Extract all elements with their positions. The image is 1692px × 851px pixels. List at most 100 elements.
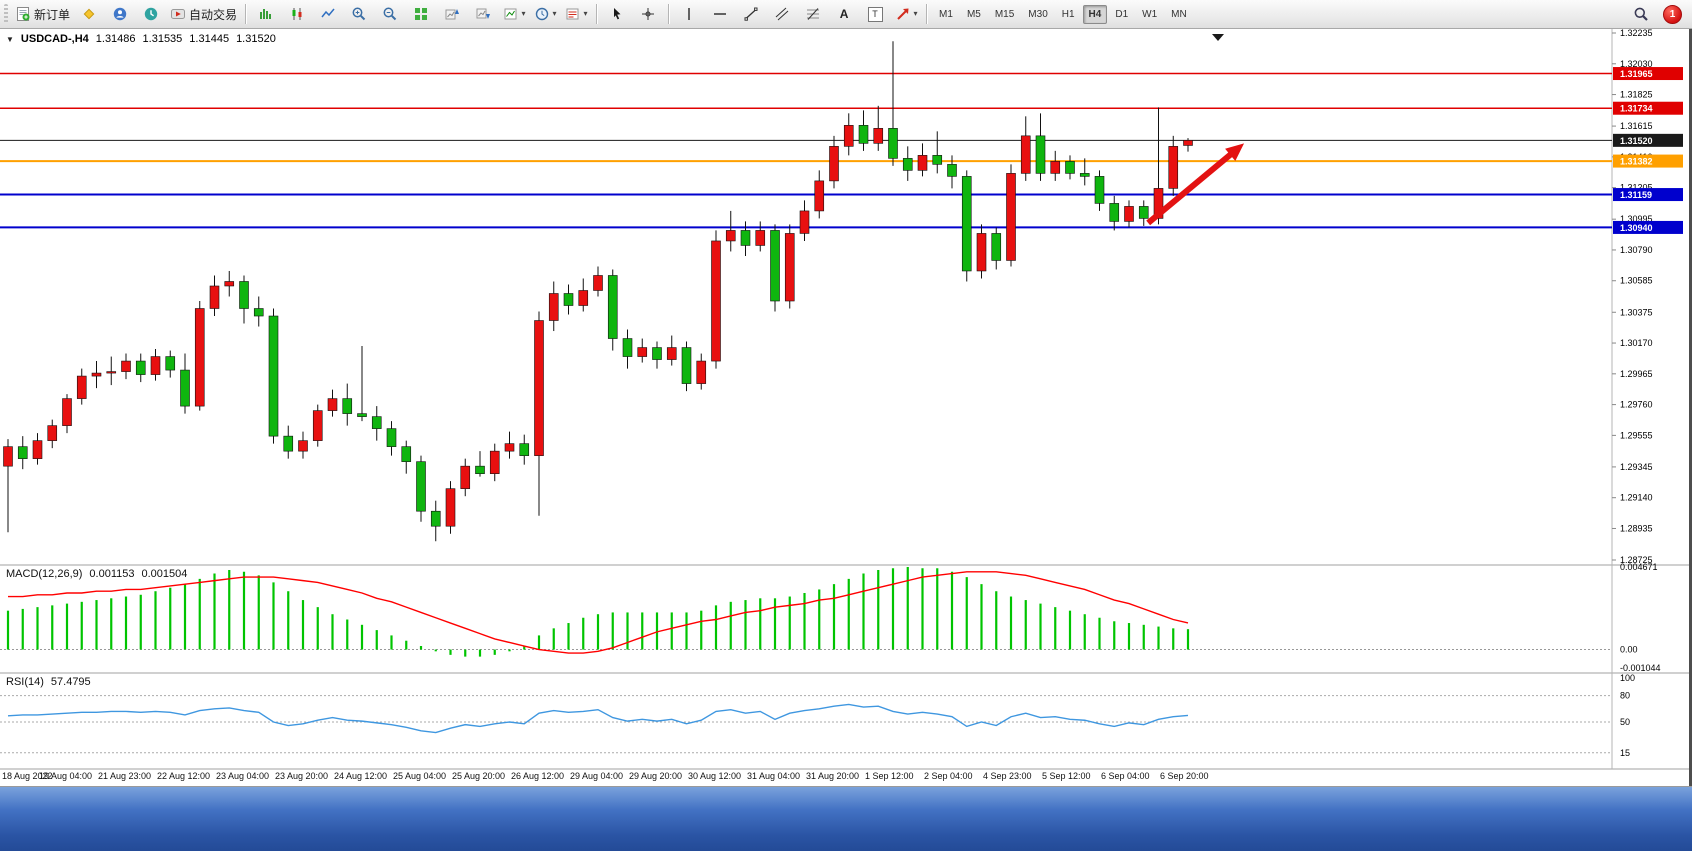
quote-low: 1.31445 — [189, 33, 230, 45]
timeframe-h4-button[interactable]: H4 — [1082, 4, 1108, 24]
metaeditor-button[interactable] — [74, 1, 104, 27]
time-axis-label: 6 Sep 20:00 — [1160, 771, 1209, 781]
svg-text:1.29555: 1.29555 — [1620, 430, 1653, 440]
dropdown-caret-icon: ▾ — [521, 9, 526, 18]
arrows-tool-dropdown-button[interactable]: ▾ — [891, 1, 921, 27]
cursor-button[interactable] — [602, 1, 632, 27]
svg-text:1.30170: 1.30170 — [1620, 338, 1653, 348]
time-axis-label: 18 Aug 2022 — [2, 771, 53, 781]
chart-shift-marker[interactable] — [1212, 34, 1224, 41]
auto-trading-button[interactable]: 自动交易 — [167, 1, 240, 27]
time-axis-label: 23 Aug 04:00 — [216, 771, 270, 781]
svg-text:0.00: 0.00 — [1620, 645, 1638, 655]
toolbar-grip[interactable] — [4, 4, 8, 24]
svg-text:1.30585: 1.30585 — [1620, 276, 1653, 286]
time-axis-label: 25 Aug 20:00 — [452, 771, 506, 781]
svg-text:-0.001044: -0.001044 — [1620, 663, 1661, 673]
svg-text:0.004671: 0.004671 — [1620, 562, 1658, 572]
svg-text:1.31159: 1.31159 — [1620, 190, 1652, 200]
zoom-out-button[interactable] — [375, 1, 405, 27]
channel-tool-button[interactable] — [767, 1, 797, 27]
candlestick-chart-button[interactable] — [282, 1, 312, 27]
template-icon — [566, 8, 579, 20]
chart-right-scrollbar[interactable] — [1689, 29, 1692, 786]
timeframe-d1-button[interactable]: D1 — [1115, 8, 1129, 20]
zoom-in-button[interactable] — [344, 1, 374, 27]
new-order-button[interactable]: 新订单 — [12, 1, 73, 27]
time-axis-label: 31 Aug 20:00 — [806, 771, 860, 781]
timeframe-m1-button[interactable]: M1 — [939, 8, 953, 20]
text-tool-icon: A — [839, 7, 849, 21]
channel-icon — [775, 7, 789, 21]
bar-chart-button[interactable] — [251, 1, 281, 27]
notification-count: 1 — [1669, 8, 1676, 20]
timeframe-m30-button[interactable]: M30 — [1028, 8, 1048, 20]
fibonacci-tool-button[interactable] — [798, 1, 828, 27]
symbol-dropdown-icon: ▼ — [6, 34, 14, 44]
bar-chart-icon — [260, 9, 271, 19]
strategy-tester-button[interactable] — [136, 1, 166, 27]
crosshair-button[interactable] — [633, 1, 663, 27]
yellow-diamond-icon — [83, 8, 95, 20]
text-tool-button[interactable]: A — [829, 1, 859, 27]
arrange-down-button[interactable] — [468, 1, 498, 27]
time-axis-label: 25 Aug 04:00 — [393, 771, 447, 781]
vertical-line-tool-button[interactable] — [674, 1, 704, 27]
macd-name: MACD(12,26,9) — [6, 568, 83, 580]
notification-badge[interactable]: 1 — [1663, 4, 1682, 24]
price-tag — [1613, 154, 1683, 168]
time-axis-label: 2 Sep 04:00 — [924, 771, 973, 781]
arrange-up-button[interactable] — [437, 1, 467, 27]
price-tag — [1613, 220, 1683, 234]
svg-text:1.30995: 1.30995 — [1620, 214, 1653, 224]
trend-arrow[interactable] — [1146, 143, 1245, 226]
dropdown-caret-icon: ▾ — [583, 9, 588, 18]
timeframe-h1-button[interactable]: H1 — [1061, 8, 1075, 20]
search-button[interactable] — [1626, 1, 1656, 27]
period-dropdown-button[interactable]: ▾ — [530, 1, 560, 27]
time-axis[interactable]: 18 Aug 2022 19 Aug 04:00 21 Aug 23:00 22 Au… — [0, 771, 1612, 785]
label-tool-button[interactable]: T — [860, 1, 890, 27]
rsi-name: RSI(14) — [6, 676, 44, 688]
trendline-icon — [744, 7, 758, 21]
time-axis-label: 5 Sep 12:00 — [1042, 771, 1091, 781]
toolbar: 新订单 自动交易 — [0, 0, 1692, 29]
timeframe-w1-button[interactable]: W1 — [1142, 8, 1158, 20]
horizontal-line-icon — [714, 13, 727, 15]
new-chart-dropdown-button[interactable]: ▾ — [499, 1, 529, 27]
chart-title: ▼ USDCAD-,H4 1.31486 1.31535 1.31445 1.3… — [6, 33, 276, 45]
macd-pane — [0, 567, 1612, 657]
trendline-tool-button[interactable] — [736, 1, 766, 27]
template-dropdown-button[interactable]: ▾ — [561, 1, 591, 27]
vertical-line-icon — [688, 8, 690, 20]
timeframe-mn-button[interactable]: MN — [1171, 8, 1187, 20]
chart-canvas[interactable]: 1.322351.320301.318251.316151.314101.312… — [0, 29, 1692, 786]
macd-indicator-label: MACD(12,26,9) 0.001153 0.001504 — [6, 568, 187, 580]
price-axis[interactable]: 1.322351.320301.318251.316151.314101.312… — [1612, 29, 1661, 758]
svg-text:1.31382: 1.31382 — [1620, 157, 1653, 167]
time-axis-label: 24 Aug 12:00 — [334, 771, 388, 781]
horizontal-lines[interactable] — [0, 72, 1612, 229]
time-axis-label: 19 Aug 04:00 — [39, 771, 93, 781]
timeframe-m5-button[interactable]: M5 — [966, 8, 981, 20]
svg-text:50: 50 — [1620, 717, 1630, 727]
tile-windows-button[interactable] — [406, 1, 436, 27]
terminal-button[interactable] — [105, 1, 135, 27]
time-axis-label: 1 Sep 12:00 — [865, 771, 914, 781]
rsi-indicator-label: RSI(14) 57.4795 — [6, 676, 91, 688]
svg-text:1.31205: 1.31205 — [1620, 183, 1653, 193]
horizontal-line-tool-button[interactable] — [705, 1, 735, 27]
time-axis-label: 26 Aug 12:00 — [511, 771, 565, 781]
svg-text:15: 15 — [1620, 748, 1630, 758]
svg-text:1.29965: 1.29965 — [1620, 369, 1653, 379]
zoom-in-icon — [352, 7, 366, 21]
candlestick-series — [3, 41, 1193, 542]
line-chart-button[interactable] — [313, 1, 343, 27]
quote-high: 1.31535 — [142, 33, 183, 45]
svg-text:1.30375: 1.30375 — [1620, 307, 1653, 317]
toolbar-separator — [596, 4, 598, 24]
time-axis-label: 6 Sep 04:00 — [1101, 771, 1150, 781]
timeframe-m15-button[interactable]: M15 — [994, 8, 1015, 20]
new-order-label: 新订单 — [34, 7, 71, 22]
price-tag — [1613, 101, 1683, 115]
